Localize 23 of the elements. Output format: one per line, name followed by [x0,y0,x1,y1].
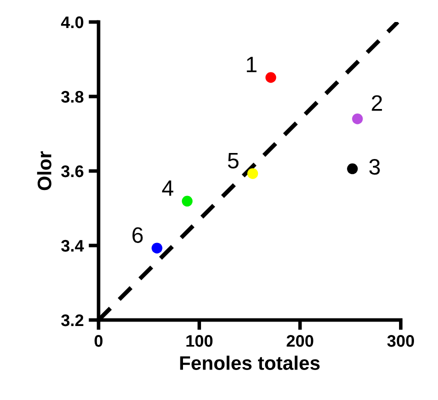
annotation: 2 [372,95,382,111]
point [352,113,363,124]
y-tick-label: 3.8 [61,90,84,103]
y-tick-label: 4.0 [61,16,84,28]
x-tick-label: 0 [94,335,102,347]
point [182,196,193,207]
x-tick-label: 100 [186,335,213,347]
annotation: 3 [369,158,380,175]
x-tick-label: 300 [387,335,414,347]
annotation: 5 [228,152,238,168]
point [347,163,358,174]
y-tick-label: 3.6 [61,165,84,178]
annotation: 4 [162,180,174,196]
annotation: 6 [132,227,143,243]
annotation: 1 [246,56,256,72]
x-tick-label: 200 [286,335,314,347]
y-tick-label: 3.2 [61,314,84,326]
point [265,72,276,83]
point [152,242,162,254]
y-axis-title: Olor [37,151,52,190]
y-tick-label: 3.4 [61,240,84,252]
point [247,168,258,179]
x-axis-title: Fenoles totales [180,356,320,370]
